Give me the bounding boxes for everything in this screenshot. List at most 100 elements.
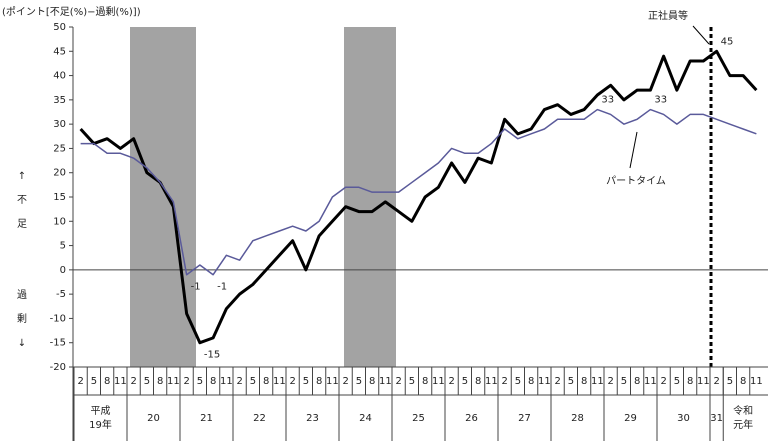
x-tick-label: 11 [326,376,339,387]
data-label: 33 [654,95,667,106]
x-tick-label: 11 [379,376,392,387]
group-label: 28 [571,413,584,424]
x-tick-label: 5 [462,376,468,387]
y-tick-label: 20 [53,168,66,179]
y-tick-label: -15 [50,338,66,349]
group-label: 平成 [91,405,111,417]
x-tick-label: 8 [263,376,269,387]
y-tick-label: 50 [53,22,66,33]
side-label: ↑ [18,171,26,182]
group-label: 令和 [733,404,753,417]
y-tick-label: 10 [53,216,66,227]
x-tick-label: 2 [183,376,189,387]
x-tick-label: 11 [591,376,604,387]
group-label: 27 [518,413,531,424]
group-label: 21 [200,413,213,424]
x-tick-label: 11 [750,376,763,387]
x-tick-label: 2 [395,376,401,387]
arrow [692,25,710,45]
x-tick-label: 8 [316,376,322,387]
y-tick-label: 45 [53,46,66,57]
x-tick-label: 2 [77,376,83,387]
x-tick-label: 11 [644,376,657,387]
x-tick-label: 8 [104,376,110,387]
arrow [629,131,638,169]
x-tick-label: 8 [369,376,375,387]
series-line [80,108,757,276]
x-tick-label: 5 [197,376,203,387]
x-tick-label: 8 [422,376,428,387]
x-tick-label: 11 [220,376,233,387]
side-label: 不 [17,195,27,206]
x-tick-label: 5 [727,376,733,387]
data-label: -1 [217,282,227,293]
x-tick-label: 2 [554,376,560,387]
x-tick-label: 5 [621,376,627,387]
y-tick-label: -5 [56,289,66,300]
x-tick-label: 11 [485,376,498,387]
group-label: 31 [710,413,723,424]
x-tick-label: 11 [114,376,127,387]
group-label: 20 [147,413,160,424]
x-tick-label: 5 [144,376,150,387]
group-label: 30 [677,413,690,424]
data-label: 45 [721,36,734,47]
x-tick-label: 2 [342,376,348,387]
side-label: ↓ [18,338,26,349]
y-tick-label: 15 [53,192,66,203]
x-tick-label: 11 [697,376,710,387]
y-tick-label: 40 [53,71,66,82]
x-tick-label: 11 [167,376,180,387]
y-tick-label: -20 [50,362,66,373]
group-label: 25 [412,413,425,424]
side-label: 剰 [17,313,27,325]
side-label: 過 [17,289,27,301]
series-label: 正社員等 [648,9,688,22]
x-tick-label: 5 [409,376,415,387]
group-label: 元年 [733,418,753,431]
y-tick-label: 5 [60,241,66,252]
shaded-period [344,27,396,367]
group-label: 22 [253,413,266,424]
x-tick-label: 5 [568,376,574,387]
x-tick-label: 8 [528,376,534,387]
y-tick-label: -10 [50,313,66,324]
x-tick-label: 2 [130,376,136,387]
y-tick-label: 35 [53,95,66,106]
x-tick-label: 8 [740,376,746,387]
x-tick-label: 8 [634,376,640,387]
group-label: 26 [465,413,478,424]
x-tick-label: 8 [157,376,163,387]
x-tick-label: 8 [475,376,481,387]
x-tick-label: 11 [273,376,286,387]
x-tick-label: 5 [250,376,256,387]
data-label: 33 [601,95,614,106]
data-label: -15 [204,350,220,361]
x-tick-label: 2 [501,376,507,387]
y-tick-label: 25 [53,143,66,154]
x-tick-label: 11 [538,376,551,387]
data-label: -1 [191,282,201,293]
group-label: 19年 [89,418,112,431]
x-tick-label: 2 [713,376,719,387]
x-tick-label: 2 [607,376,613,387]
x-tick-label: 5 [515,376,521,387]
group-label: 29 [624,413,637,424]
series-line [79,49,758,345]
x-tick-label: 8 [581,376,587,387]
x-tick-label: 11 [432,376,445,387]
x-tick-label: 8 [210,376,216,387]
x-tick-label: 2 [236,376,242,387]
series-label: パートタイム [606,175,666,187]
y-tick-label: 0 [60,265,66,276]
x-tick-label: 5 [674,376,680,387]
y-tick-label: 30 [53,119,66,130]
x-tick-label: 2 [448,376,454,387]
x-tick-label: 5 [91,376,97,387]
x-tick-label: 2 [289,376,295,387]
side-label: 足 [17,218,27,230]
y-axis-title: (ポイント[不足(%)−過剰(%)]) [2,6,141,18]
x-tick-label: 5 [356,376,362,387]
x-tick-label: 2 [660,376,666,387]
